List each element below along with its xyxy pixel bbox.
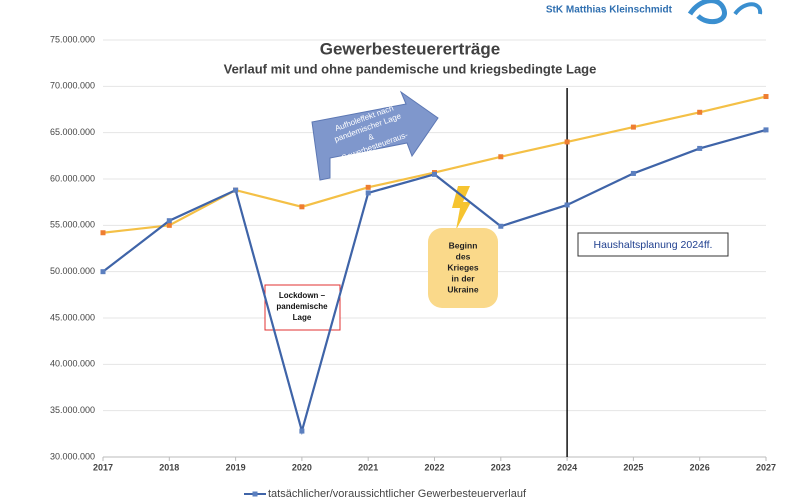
arrow (311, 90, 439, 181)
x-tick-label: 2017 (93, 462, 113, 472)
point (697, 109, 703, 115)
logo (733, 2, 763, 16)
point (564, 139, 570, 145)
x-tick-label: 2021 (358, 462, 378, 472)
point (365, 184, 371, 190)
war-label: Beginn (449, 240, 478, 250)
point (365, 190, 371, 196)
y-tick-label: 55.000.000 (50, 220, 95, 230)
war-label: des (456, 251, 471, 261)
lockdown-label: Lage (293, 313, 312, 322)
chart-subtitle: Verlauf mit und ohne pandemische und kri… (224, 61, 597, 76)
planning-label: Haushaltsplanung 2024ff. (594, 239, 713, 251)
legend-label: tatsächlicher/voraussichtlicher Gewerbes… (268, 488, 527, 500)
point (100, 269, 106, 275)
y-tick-label: 75.000.000 (50, 34, 95, 44)
point (166, 222, 172, 228)
point (233, 187, 239, 193)
point (697, 145, 703, 151)
planning-box (577, 232, 729, 257)
x-tick-label: 2026 (690, 462, 710, 472)
point (299, 428, 305, 434)
war-label: Ukraine (447, 284, 478, 294)
y-tick-label: 60.000.000 (50, 173, 95, 183)
x-tick-label: 2023 (491, 462, 511, 472)
logo (687, 0, 727, 25)
arrow-label: & (367, 132, 376, 143)
point (498, 223, 504, 229)
y-tick-label: 30.000.000 (50, 451, 95, 461)
war-label: in der (451, 273, 475, 283)
lockdown-label: Lockdown – (279, 291, 326, 300)
war-box (428, 228, 498, 308)
point (166, 218, 172, 224)
chart-title: Gewerbesteuererträge (320, 39, 500, 58)
point (763, 127, 769, 133)
y-tick-label: 50.000.000 (50, 266, 95, 276)
war-label: Krieges (447, 262, 478, 272)
point (763, 94, 769, 100)
org-name: StK Matthias Kleinschmidt (546, 5, 673, 16)
lockdown-box (264, 284, 341, 331)
y-tick-label: 40.000.000 (50, 359, 95, 369)
point (432, 171, 437, 177)
x-tick-label: 2025 (623, 462, 643, 472)
x-tick-label: 2018 (159, 462, 179, 472)
y-tick-label: 65.000.000 (50, 127, 95, 137)
y-tick-label: 45.000.000 (50, 312, 95, 322)
point (299, 204, 305, 210)
x-tick-label: 2022 (424, 462, 444, 472)
point (630, 124, 636, 130)
point (498, 154, 504, 160)
x-tick-label: 2027 (756, 462, 776, 472)
y-tick-label: 35.000.000 (50, 405, 95, 415)
point (100, 230, 106, 236)
x-tick-label: 2020 (292, 462, 312, 472)
y-tick-label: 70.000.000 (50, 81, 95, 91)
legend-marker (252, 491, 258, 497)
x-tick-label: 2019 (226, 462, 246, 472)
lockdown-label: pandemische (276, 302, 328, 311)
lightning (452, 186, 471, 230)
point (564, 202, 570, 208)
x-tick-label: 2024 (557, 462, 577, 472)
point (630, 170, 636, 176)
